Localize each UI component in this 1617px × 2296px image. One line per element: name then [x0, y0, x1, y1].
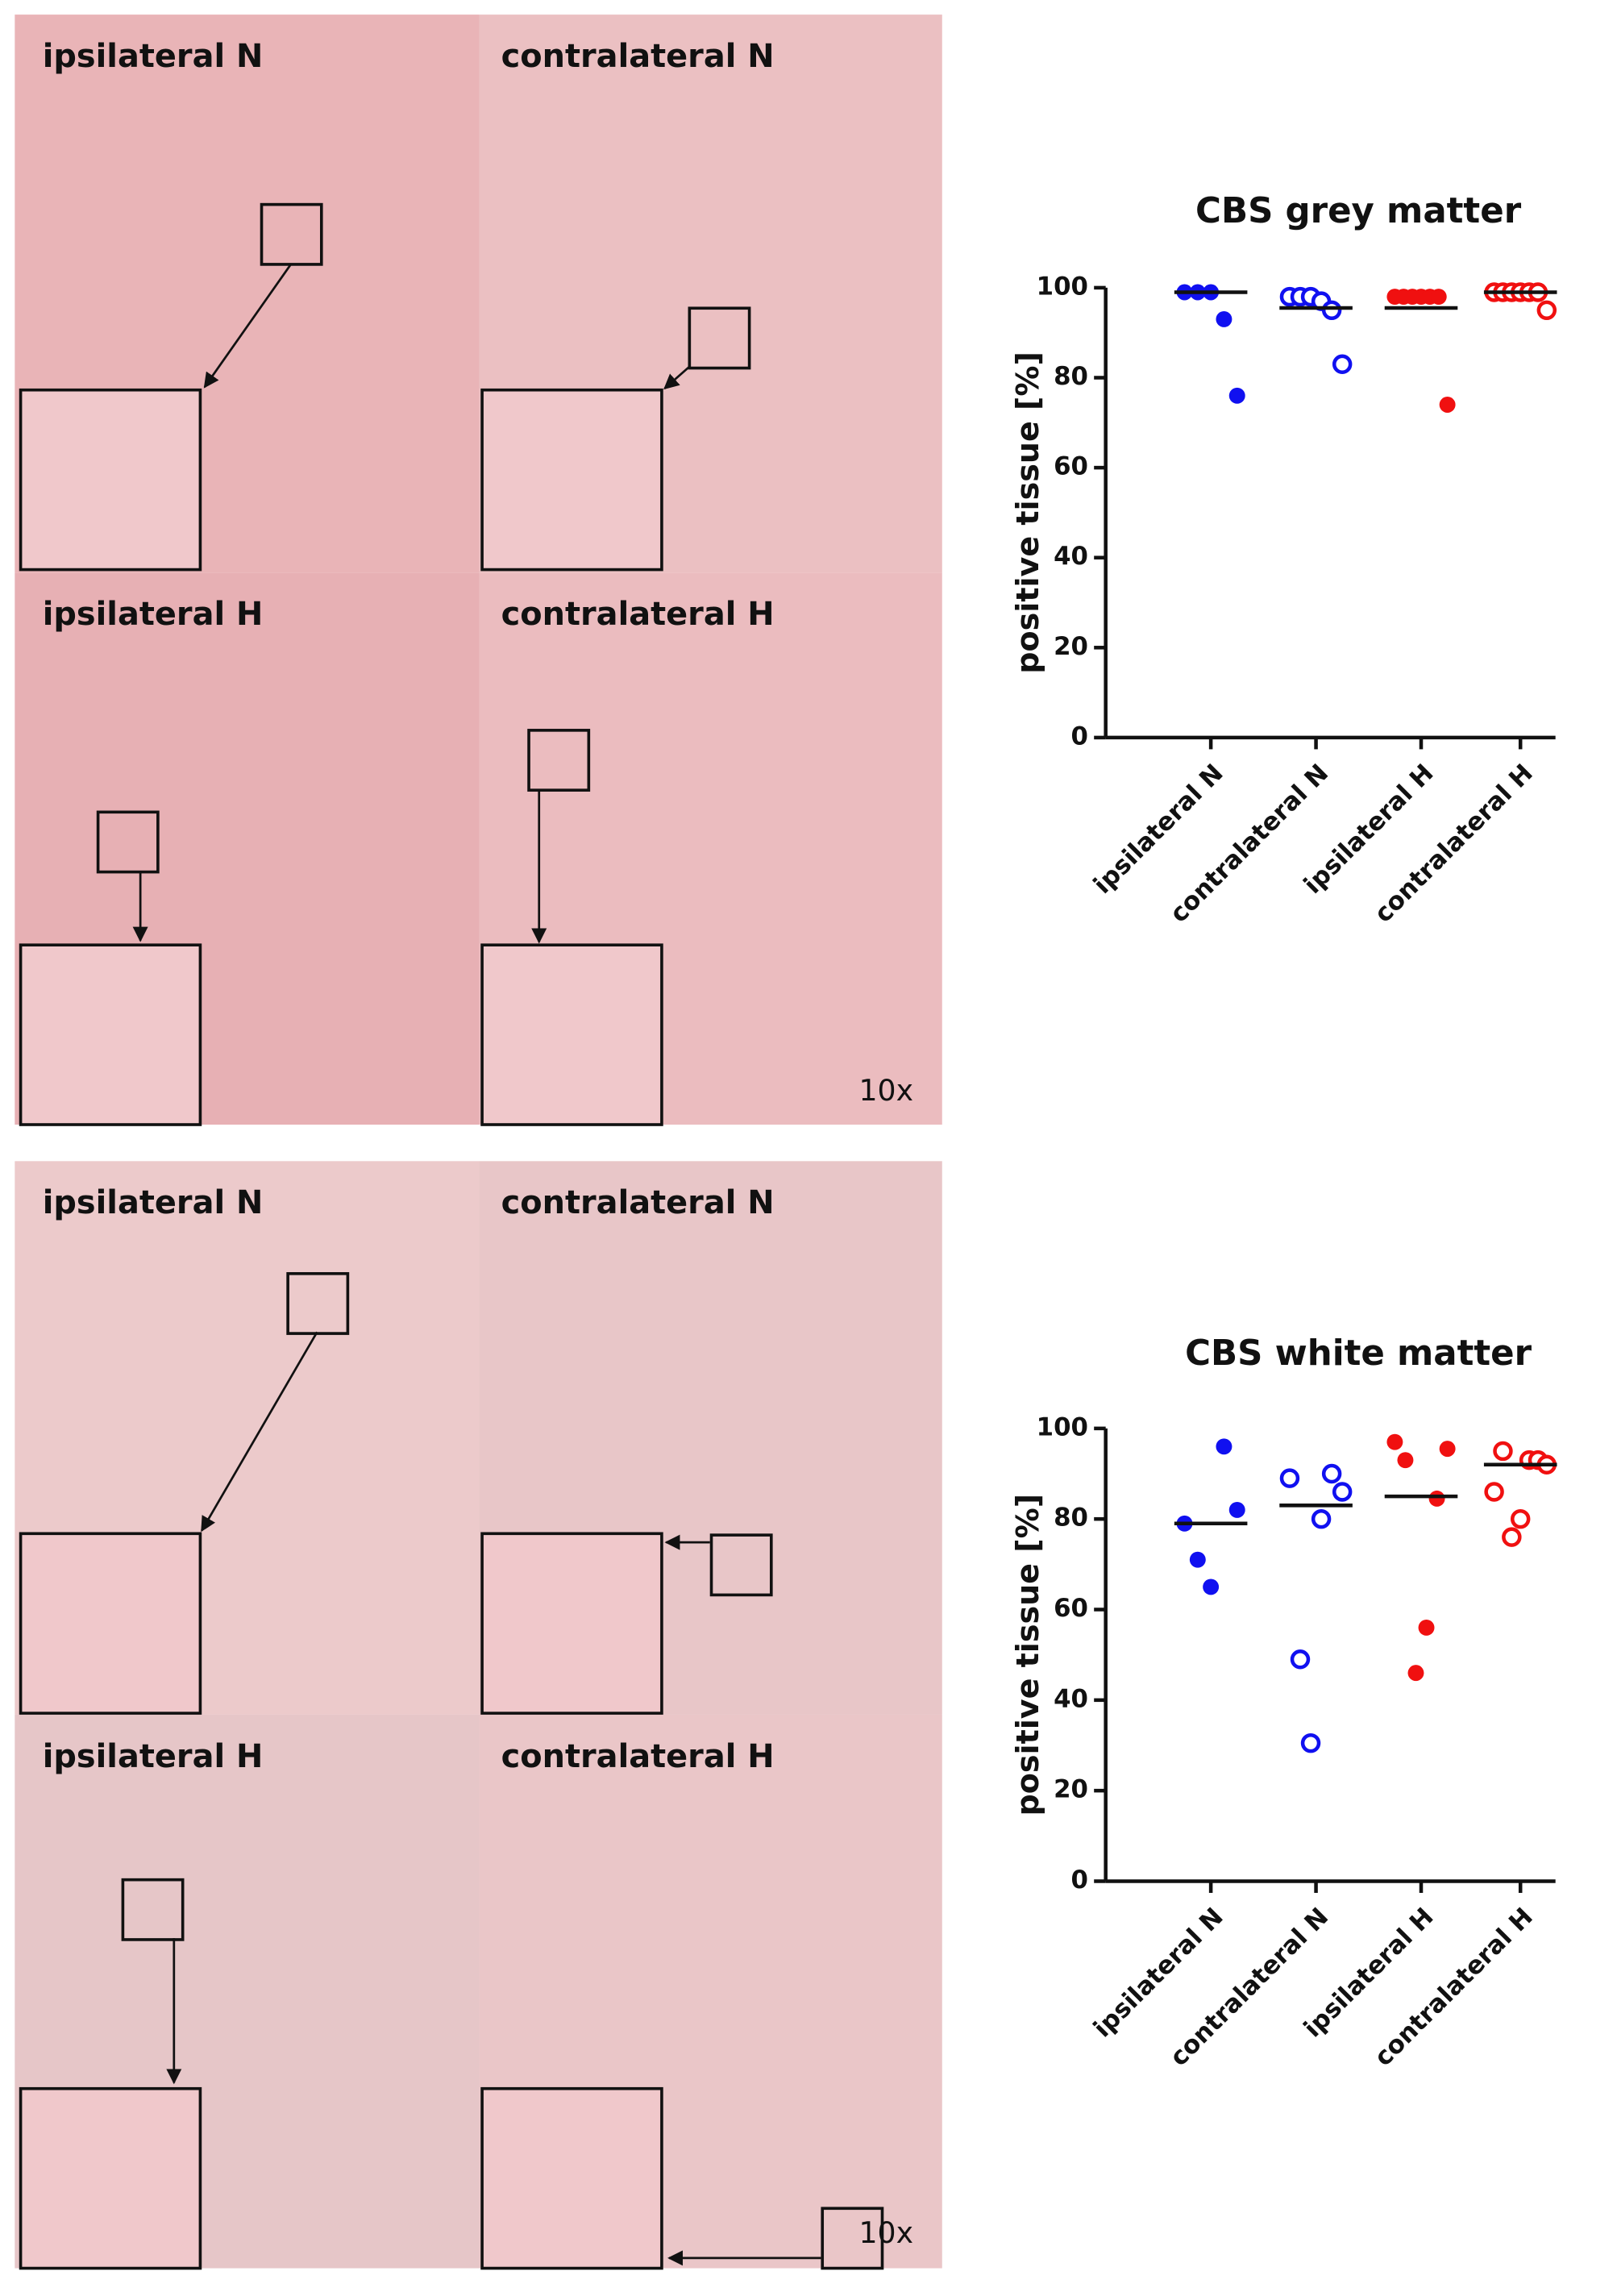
y-tick-label: 20	[1054, 1775, 1088, 1804]
data-point	[1321, 1463, 1342, 1484]
magnification: 10x	[859, 2215, 914, 2250]
inset	[19, 943, 202, 1126]
y-axis-label: positive tissue [%]	[1010, 1494, 1045, 1816]
panel-label: contralateral N	[501, 1184, 775, 1221]
zoom-box	[96, 810, 160, 874]
y-tick-label: 20	[1054, 632, 1088, 661]
data-point	[1536, 300, 1557, 321]
data-point	[1311, 1508, 1332, 1529]
magnification: 10x	[859, 1073, 914, 1108]
zoom-box	[821, 2207, 884, 2270]
y-tick-label: 40	[1054, 1684, 1088, 1713]
y-tick-label: 0	[1071, 1866, 1088, 1895]
data-point	[1430, 289, 1447, 306]
zoom-box	[688, 306, 751, 370]
zoom-box	[260, 202, 323, 266]
chart-title: CBS white matter	[1185, 1333, 1532, 1374]
data-point	[1428, 1490, 1445, 1507]
panel-label: contralateral H	[501, 596, 775, 633]
data-point	[1290, 1649, 1311, 1670]
y-tick-label: 80	[1054, 1504, 1088, 1533]
data-point	[1279, 1468, 1300, 1488]
zoom-box	[527, 729, 591, 792]
inset	[19, 1532, 202, 1715]
inset	[480, 943, 663, 1126]
y-tick-label: 60	[1054, 1594, 1088, 1623]
y-tick-label: 60	[1054, 452, 1088, 481]
y-axis-label: positive tissue [%]	[1010, 351, 1045, 674]
y-tick-label: 100	[1037, 272, 1088, 301]
data-point	[1189, 1551, 1206, 1568]
zoom-box	[709, 1533, 773, 1597]
data-point	[1484, 1482, 1504, 1502]
micrographs: ipsilateral N contralateral N ipsilateral …	[15, 15, 942, 2270]
data-point	[1203, 1578, 1220, 1595]
panel-label: ipsilateral N	[43, 1184, 264, 1221]
data-point	[1216, 1438, 1232, 1455]
inset	[480, 388, 663, 572]
panel-label: ipsilateral N	[43, 38, 264, 75]
data-point	[1300, 1732, 1321, 1753]
arrow	[201, 1331, 318, 1533]
y-tick-label: 40	[1054, 542, 1088, 571]
data-point	[1321, 300, 1342, 321]
y-tick-label: 100	[1037, 1412, 1088, 1441]
arrow	[203, 264, 292, 389]
inset	[19, 2086, 202, 2270]
inset	[480, 1532, 663, 1715]
inset	[480, 2086, 663, 2270]
chart-title: CBS grey matter	[1195, 191, 1522, 231]
data-point	[1493, 1441, 1513, 1462]
data-point	[1439, 1441, 1456, 1458]
zoom-box	[286, 1271, 350, 1335]
data-point	[1332, 1482, 1353, 1502]
panel-label: contralateral H	[501, 1738, 775, 1775]
y-tick-label: 80	[1054, 362, 1088, 391]
charts: CBS grey matter positive tissue [%] 0 20 40 6…	[1010, 191, 1557, 2072]
panel-label: ipsilateral H	[43, 596, 264, 633]
inset	[19, 388, 202, 572]
y-tick-label: 0	[1071, 722, 1088, 751]
data-point	[1332, 354, 1353, 374]
data-point	[1397, 1452, 1414, 1469]
data-point	[1407, 1665, 1424, 1682]
data-point	[1228, 387, 1245, 404]
data-point	[1510, 1508, 1531, 1529]
panel-label: ipsilateral H	[43, 1738, 264, 1775]
arrow	[663, 365, 691, 390]
data-point	[1418, 1619, 1435, 1636]
data-point	[1502, 1527, 1522, 1547]
panel-label: contralateral N	[501, 38, 775, 75]
zoom-box	[121, 1878, 185, 1941]
data-point	[1216, 311, 1232, 327]
data-point	[1386, 1433, 1403, 1450]
data-point	[1439, 397, 1456, 413]
data-point	[1228, 1501, 1245, 1518]
